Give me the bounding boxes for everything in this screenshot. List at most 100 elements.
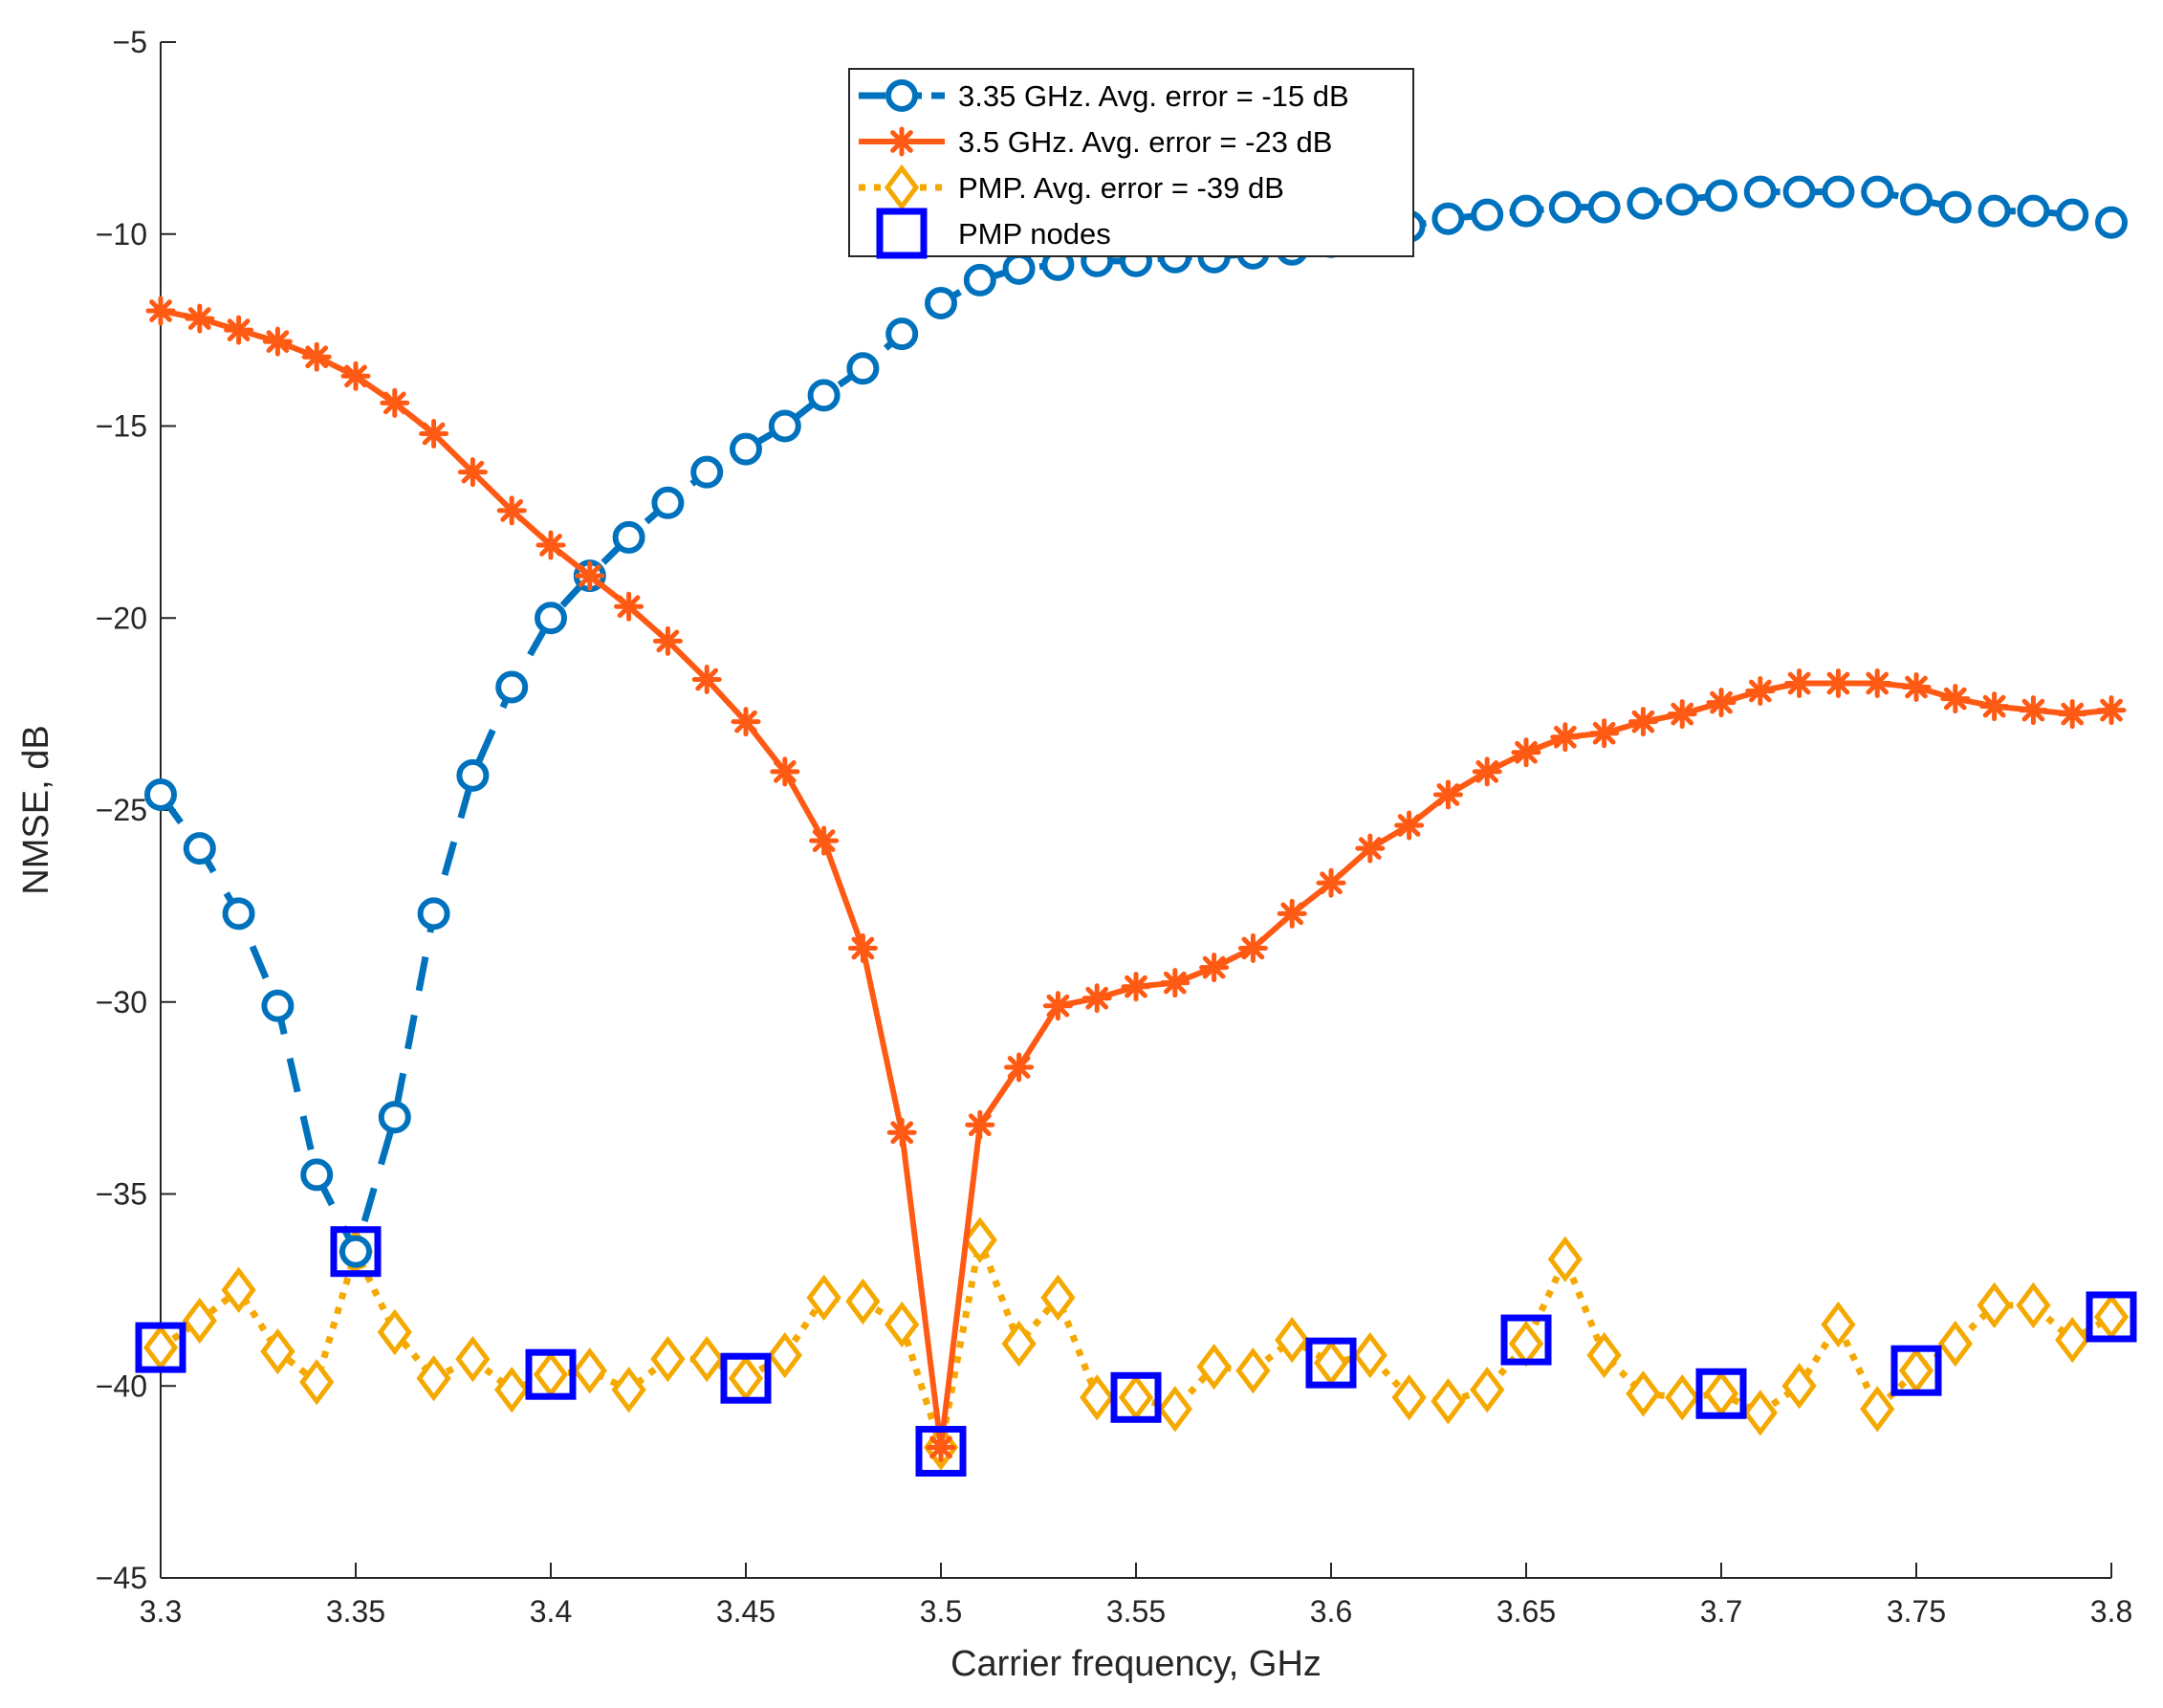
data-point — [377, 1308, 412, 1356]
x-tick-label: 3.5 — [920, 1594, 962, 1629]
data-point — [1695, 1368, 1747, 1419]
data-point — [1782, 175, 1816, 208]
data-point — [2017, 194, 2050, 228]
data-point — [1940, 684, 1971, 714]
data-point — [1391, 1374, 1427, 1421]
data-point — [496, 495, 527, 526]
legend-label: PMP nodes — [958, 217, 1111, 251]
legend-entry: 3.35 GHz. Avg. error = -15 dB — [859, 79, 1349, 113]
x-tick-label: 3.65 — [1497, 1594, 1556, 1629]
y-tick-label: −10 — [96, 217, 147, 252]
data-point — [730, 432, 762, 466]
data-point — [1822, 175, 1855, 208]
data-point — [144, 777, 177, 811]
legend-label: 3.35 GHz. Avg. error = -15 dB — [958, 79, 1349, 113]
x-tick-label: 3.45 — [716, 1594, 776, 1629]
data-point — [1160, 968, 1191, 998]
data-point — [1706, 688, 1737, 718]
x-tick-label: 3.55 — [1106, 1594, 1166, 1629]
data-point — [1937, 1320, 1973, 1368]
data-point — [1432, 779, 1463, 810]
x-tick-label: 3.7 — [1700, 1594, 1742, 1629]
data-point — [1316, 867, 1346, 898]
data-point — [1352, 1331, 1387, 1379]
data-point — [1471, 198, 1504, 231]
y-tick-label: −20 — [96, 601, 147, 635]
data-point — [2018, 695, 2048, 726]
data-point — [1355, 833, 1386, 864]
legend-entry: PMP nodes — [876, 208, 1111, 259]
data-point — [262, 326, 293, 357]
legend: 3.35 GHz. Avg. error = -15 dB 3.5 GHz. Av… — [848, 68, 1414, 259]
y-tick-label: −5 — [113, 25, 147, 59]
data-point — [182, 1297, 217, 1345]
legend-marker — [884, 164, 920, 211]
data-point — [885, 1301, 920, 1348]
data-point — [1823, 668, 1853, 699]
data-point — [691, 664, 722, 694]
data-point — [299, 1359, 335, 1406]
x-tick-label: 3.75 — [1887, 1594, 1946, 1629]
data-point — [1900, 183, 1933, 216]
data-point — [416, 1355, 451, 1402]
legend-marker — [876, 208, 928, 259]
data-point — [1587, 190, 1621, 224]
data-point — [340, 361, 371, 391]
data-point — [2086, 1291, 2137, 1343]
legend-entry: PMP. Avg. error = -39 dB — [859, 164, 1284, 211]
data-point — [1472, 756, 1502, 787]
data-point — [455, 1335, 491, 1383]
data-point — [1277, 898, 1307, 929]
data-point — [1781, 1363, 1817, 1410]
data-point — [2055, 1316, 2090, 1364]
data-point — [1589, 718, 1620, 749]
data-point — [611, 1367, 646, 1413]
data-point — [652, 625, 683, 656]
series-3 — [135, 1226, 2137, 1478]
data-point — [572, 1347, 607, 1394]
x-tick-label: 3.4 — [530, 1594, 572, 1629]
data-point — [1979, 691, 2010, 722]
y-tick-label: −30 — [96, 985, 147, 1019]
data-point — [330, 1226, 382, 1278]
data-point — [1586, 1331, 1622, 1379]
legend-label: PMP. Avg. error = -39 dB — [958, 171, 1284, 205]
ticks: 3.3 3.35 3.4 3.45 3.5 3.55 3.6 3.65 3.7 3.75 3.8 −4… — [96, 25, 2133, 1629]
data-point — [806, 1274, 841, 1322]
data-point — [1745, 676, 1776, 707]
data-point — [1627, 186, 1660, 220]
x-tick-label: 3.3 — [140, 1594, 182, 1629]
data-point — [885, 318, 919, 351]
data-point — [224, 315, 254, 345]
data-point — [1001, 1320, 1037, 1368]
legend-marker — [885, 79, 918, 112]
data-point — [1547, 1236, 1583, 1282]
data-point — [1626, 1370, 1661, 1417]
data-point — [1667, 699, 1697, 730]
data-point — [1157, 1386, 1192, 1433]
data-point — [1548, 190, 1582, 224]
data-point — [1890, 1345, 1942, 1396]
data-point — [2016, 1281, 2051, 1329]
x-tick-label: 3.35 — [326, 1594, 385, 1629]
data-point — [380, 387, 410, 418]
data-point — [847, 933, 878, 964]
y-tick-label: −15 — [96, 409, 147, 444]
data-point — [575, 560, 605, 591]
legend-entry: 3.5 GHz. Avg. error = -23 dB — [859, 125, 1332, 159]
data-point — [651, 486, 685, 519]
data-point — [1470, 1367, 1505, 1413]
data-point — [807, 379, 841, 412]
data-point — [650, 1335, 686, 1383]
data-point — [1082, 983, 1112, 1014]
data-point — [1938, 190, 1972, 224]
y-axis-title: NMSE, dB — [16, 725, 56, 894]
legend-label: 3.5 GHz. Avg. error = -23 dB — [958, 125, 1332, 159]
x-axis-title: Carrier frequency, GHz — [950, 1644, 1322, 1684]
data-point — [260, 1327, 295, 1375]
series-line — [159, 1237, 2113, 1451]
y-tick-label: −45 — [96, 1561, 147, 1595]
x-tick-label: 3.8 — [2090, 1594, 2132, 1629]
data-point — [1500, 1314, 1552, 1366]
data-point — [1431, 1378, 1466, 1425]
